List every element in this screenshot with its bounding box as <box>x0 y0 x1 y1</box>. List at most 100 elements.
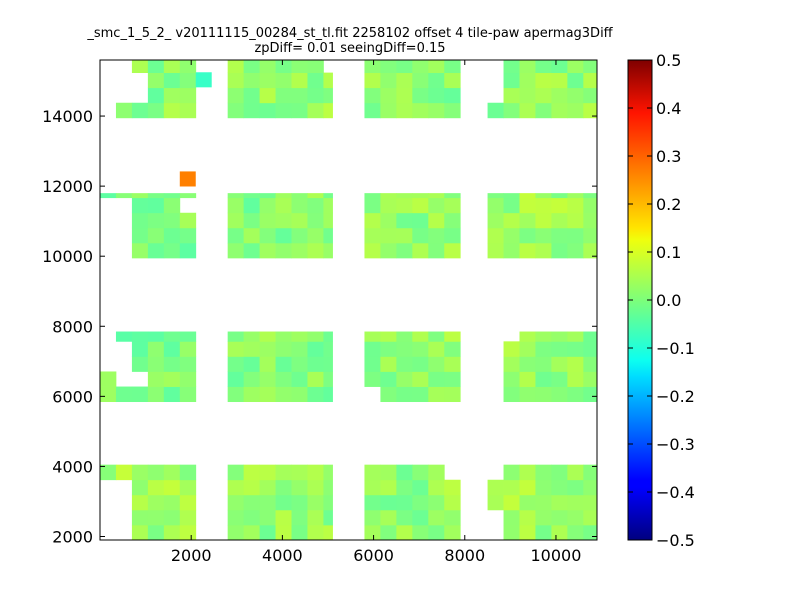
heatmap-cell <box>291 386 308 403</box>
colorbar-tick-label: 0.3 <box>656 147 681 166</box>
heatmap-cell <box>179 509 197 526</box>
heatmap-cell <box>583 227 597 244</box>
heatmap-cell <box>163 509 181 526</box>
heatmap-cell <box>323 331 333 342</box>
x-tick-label: 10000 <box>531 546 582 565</box>
heatmap-cell <box>243 102 260 119</box>
y-axis: 2000 4000 6000 8000 10000 12000 14000 <box>42 107 597 546</box>
heatmap-cell <box>428 102 445 119</box>
heatmap-cell <box>259 386 276 403</box>
heatmap-cell <box>147 524 165 540</box>
heatmap-cell <box>503 60 520 74</box>
heatmap-cell <box>307 341 324 357</box>
heatmap-cell <box>380 386 397 403</box>
heatmap-cell <box>519 331 536 342</box>
heatmap-cell <box>396 212 413 229</box>
heatmap-cell <box>147 227 165 244</box>
heatmap-cell <box>163 72 181 89</box>
heatmap-cell <box>291 464 308 481</box>
heatmap-cell <box>323 524 333 540</box>
heatmap-cell <box>535 356 552 372</box>
heatmap-cell <box>259 72 276 89</box>
heatmap-cell <box>535 242 552 259</box>
y-tick-label: 2000 <box>52 527 93 546</box>
heatmap-cell <box>412 509 429 526</box>
heatmap-cell <box>364 212 381 229</box>
heatmap-cell <box>535 102 552 119</box>
heatmap-cell <box>275 479 292 496</box>
heatmap-cell <box>243 227 260 244</box>
heatmap-cell <box>535 386 552 403</box>
heatmap-cell <box>583 356 597 372</box>
heatmap-cell <box>519 193 536 199</box>
heatmap-cell <box>243 197 260 214</box>
heatmap-cell <box>291 227 308 244</box>
heatmap-cell <box>275 494 292 511</box>
colorbar-tick-label: −0.2 <box>656 387 695 406</box>
heatmap-cell <box>275 193 292 199</box>
heatmap-cell <box>380 60 397 74</box>
heatmap-cell <box>519 197 536 214</box>
heatmap-cell <box>323 371 333 387</box>
heatmap-cell <box>307 386 324 403</box>
heatmap-cell <box>131 524 149 540</box>
heatmap-cell <box>503 193 520 199</box>
heatmap-cell <box>444 356 461 372</box>
heatmap-cell <box>115 331 133 342</box>
heatmap-cell <box>412 341 429 357</box>
heatmap-cell <box>179 494 197 511</box>
heatmap-cell <box>364 371 381 387</box>
heatmap-cell <box>243 386 260 403</box>
heatmap-cell <box>259 197 276 214</box>
heatmap-cell <box>396 242 413 259</box>
heatmap-cell <box>147 479 165 496</box>
heatmap-cell <box>444 72 461 89</box>
heatmap-cell <box>364 72 381 89</box>
heatmap-cell <box>551 331 568 342</box>
heatmap-cell <box>307 60 324 74</box>
heatmap-cell <box>147 331 165 342</box>
heatmap-cell <box>227 72 245 89</box>
heatmap-cell <box>364 197 381 214</box>
heatmap-cell <box>583 509 597 526</box>
heatmap-cell <box>227 227 245 244</box>
heatmap-cell <box>503 212 520 229</box>
heatmap-cell <box>487 197 504 214</box>
heatmap-cell <box>535 341 552 357</box>
heatmap-cell <box>275 331 292 342</box>
heatmap-cell <box>163 212 181 229</box>
heatmap-cell <box>428 371 445 387</box>
heatmap-cell <box>380 72 397 89</box>
heatmap-cell <box>380 494 397 511</box>
heatmap-cell <box>428 386 445 403</box>
heatmap-cell <box>583 197 597 214</box>
heatmap-cell <box>380 227 397 244</box>
heatmap-cell <box>147 371 165 387</box>
heatmap-cell <box>444 242 461 259</box>
heatmap-cell <box>179 60 197 74</box>
heatmap-cell <box>291 524 308 540</box>
heatmap-cell <box>428 341 445 357</box>
heatmap-cell <box>551 227 568 244</box>
heatmap-cell <box>131 509 149 526</box>
heatmap-cell <box>243 212 260 229</box>
heatmap-cell <box>412 227 429 244</box>
heatmap-cell <box>227 356 245 372</box>
heatmap-cell <box>275 227 292 244</box>
heatmap-cell <box>259 494 276 511</box>
heatmap-cell <box>115 464 133 481</box>
heatmap-cell <box>291 60 308 74</box>
heatmap-cell <box>412 242 429 259</box>
heatmap-cell <box>364 494 381 511</box>
heatmap-cell <box>275 524 292 540</box>
heatmap-cell <box>519 87 536 104</box>
heatmap-cell <box>567 72 584 89</box>
heatmap-cell <box>179 331 197 342</box>
heatmap-cell <box>147 72 165 89</box>
heatmap-cell <box>364 60 381 74</box>
heatmap-cell <box>147 197 165 214</box>
heatmap-cell <box>428 524 445 540</box>
heatmap-cell <box>259 524 276 540</box>
heatmap-cell <box>535 212 552 229</box>
heatmap-cell <box>487 479 504 496</box>
